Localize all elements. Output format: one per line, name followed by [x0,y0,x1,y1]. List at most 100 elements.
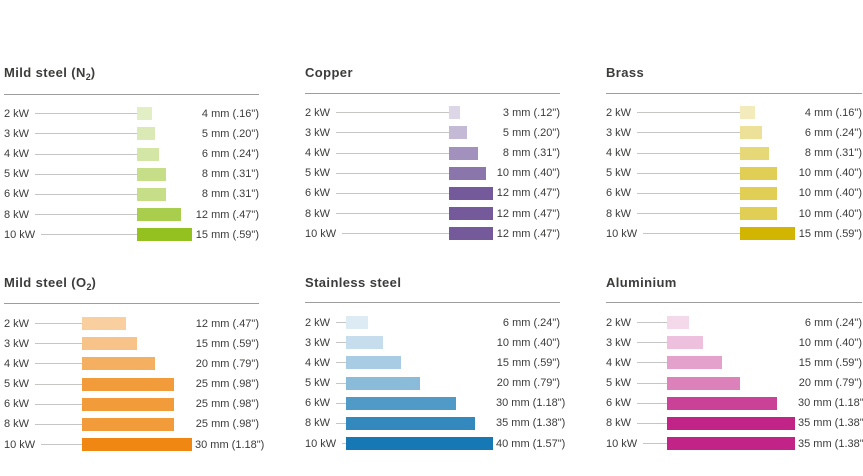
thickness-bar [448,166,486,180]
leader-line [35,153,137,155]
chart-copper: Copper 2 kW 3 mm (.12") 3 kW 5 mm (.20")… [305,53,560,245]
chart-row: 4 kW 20 mm (.79") [4,354,259,374]
chart-row: 2 kW 6 mm (.24") [305,312,560,332]
chart-title: Copper [305,64,560,82]
power-label: 6 kW [305,397,331,410]
chart-title: Brass [606,64,862,82]
chart-row: 4 kW 15 mm (.59") [305,353,560,373]
chart-row: 5 kW 25 mm (.98") [4,374,259,394]
cutting-thickness-charts: Mild steel (N2) 2 kW 4 mm (.16") 3 kW 5 … [4,53,863,455]
power-label: 3 kW [305,336,331,349]
leader-line [637,402,667,404]
power-label: 6 kW [606,187,632,200]
chart-row: 2 kW 4 mm (.16") [4,104,259,124]
chart-row: 3 kW 6 mm (.24") [606,123,862,143]
power-label: 2 kW [606,316,632,329]
thickness-label: 3 mm (.12") [502,106,560,119]
thickness-label: 8 mm (.31") [201,168,259,181]
chart-row: 6 kW 25 mm (.98") [4,394,259,414]
chart-title-subscript: 2 [86,281,92,292]
thickness-label: 20 mm (.79") [798,377,862,390]
chart-title-subscript: 2 [85,71,91,82]
power-label: 8 kW [305,207,331,220]
chart-brass: Brass 2 kW 4 mm (.16") 3 kW 6 mm (.24") … [606,53,862,245]
bar-track [346,353,493,373]
thickness-bar [346,376,420,390]
power-label: 3 kW [606,336,632,349]
thickness-bar [739,146,770,160]
thickness-bar [666,356,722,370]
thickness-label: 6 mm (.24") [502,316,560,329]
bar-track [81,394,192,414]
leader-line [637,132,740,134]
bar-track [739,224,795,244]
thickness-bar [739,186,777,200]
thickness-bar [448,207,493,221]
chart-row: 4 kW 6 mm (.24") [4,144,259,164]
chart-row: 10 kW 40 mm (1.57") [305,434,565,454]
bar-track [81,334,192,354]
chart-title-text: Stainless steel [305,274,402,290]
bar-track [666,333,795,353]
leader-line [35,403,82,405]
power-label: 2 kW [305,106,331,119]
bar-track [448,103,493,123]
power-label: 10 kW [606,437,638,450]
power-label: 3 kW [606,126,632,139]
bar-track [136,205,192,225]
title-divider [4,303,259,305]
chart-row: 8 kW 12 mm (.47") [4,205,259,225]
bar-track [81,313,192,333]
chart-row: 10 kW 12 mm (.47") [305,224,560,244]
bar-track [346,312,493,332]
chart-rows: 2 kW 4 mm (.16") 3 kW 5 mm (.20") 4 kW 6… [4,104,259,245]
chart-row: 8 kW 25 mm (.98") [4,414,259,434]
bar-track [136,225,192,245]
bar-track [448,163,493,183]
thickness-bar [666,336,704,350]
chart-title-text: Brass [606,64,645,80]
leader-line [637,322,667,324]
chart-row: 5 kW 10 mm (.40") [606,163,862,183]
bar-track [739,143,795,163]
chart-rows: 2 kW 4 mm (.16") 3 kW 6 mm (.24") 4 kW 8… [606,103,862,244]
power-label: 10 kW [4,438,36,451]
bar-track [739,163,795,183]
thickness-bar [346,416,475,430]
thickness-bar [136,228,192,242]
leader-line [336,362,347,364]
thickness-label: 35 mm (1.38") [798,437,863,450]
power-label: 5 kW [606,167,632,180]
thickness-label: 8 mm (.31") [804,147,862,160]
chart-mild-steel-n2: Mild steel (N2) 2 kW 4 mm (.16") 3 kW 5 … [4,53,259,245]
charts-grid: Mild steel (N2) 2 kW 4 mm (.16") 3 kW 5 … [4,53,863,455]
bar-track [448,204,493,224]
thickness-label: 15 mm (.59") [496,356,560,369]
power-label: 3 kW [305,126,331,139]
thickness-label: 25 mm (.98") [195,378,259,391]
thickness-label: 10 mm (.40") [798,187,862,200]
bar-track [81,374,192,394]
chart-row: 10 kW 15 mm (.59") [4,225,259,245]
chart-rows: 2 kW 3 mm (.12") 3 kW 5 mm (.20") 4 kW 8… [305,103,560,244]
chart-row: 3 kW 10 mm (.40") [606,333,862,353]
power-label: 8 kW [4,208,30,221]
thickness-bar [346,336,383,350]
power-label: 4 kW [305,147,331,160]
leader-line [336,382,347,384]
leader-line [643,443,667,445]
bar-track [739,183,795,203]
leader-line [35,363,82,365]
bar-track [448,183,493,203]
thickness-bar [81,337,137,351]
chart-row: 8 kW 10 mm (.40") [606,204,862,224]
leader-line [637,362,667,364]
chart-mild-steel-o2: Mild steel (O2) 2 kW 12 mm (.47") 3 kW 1… [4,263,264,455]
leader-line [637,422,667,424]
thickness-bar [448,146,479,160]
thickness-bar [666,396,777,410]
leader-line [336,112,449,114]
thickness-bar [136,127,156,141]
leader-line [336,152,449,154]
thickness-bar [448,106,460,120]
